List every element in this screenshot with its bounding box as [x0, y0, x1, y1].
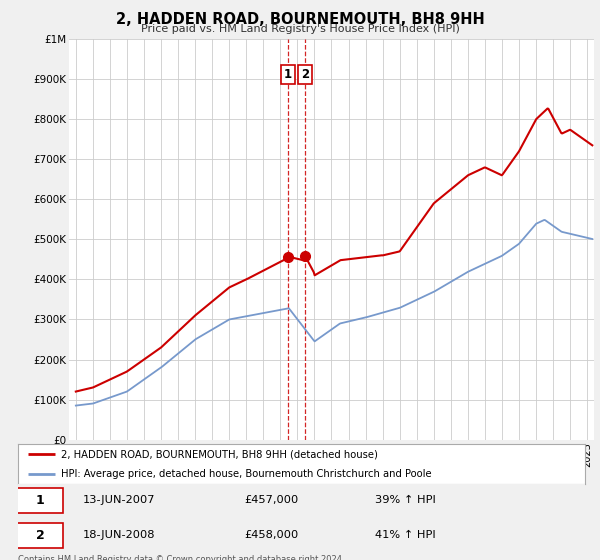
- Text: 2: 2: [301, 68, 310, 81]
- Text: Price paid vs. HM Land Registry's House Price Index (HPI): Price paid vs. HM Land Registry's House …: [140, 24, 460, 34]
- Text: 39% ↑ HPI: 39% ↑ HPI: [375, 496, 436, 505]
- Text: 13-JUN-2007: 13-JUN-2007: [83, 496, 156, 505]
- Text: 2, HADDEN ROAD, BOURNEMOUTH, BH8 9HH (detached house): 2, HADDEN ROAD, BOURNEMOUTH, BH8 9HH (de…: [61, 449, 377, 459]
- Text: 2: 2: [36, 529, 44, 542]
- Text: £458,000: £458,000: [245, 530, 299, 540]
- Text: 18-JUN-2008: 18-JUN-2008: [83, 530, 156, 540]
- Text: 2, HADDEN ROAD, BOURNEMOUTH, BH8 9HH: 2, HADDEN ROAD, BOURNEMOUTH, BH8 9HH: [116, 12, 484, 27]
- FancyBboxPatch shape: [17, 522, 64, 548]
- Text: 1: 1: [284, 68, 292, 81]
- Text: 1: 1: [36, 494, 44, 507]
- Text: 41% ↑ HPI: 41% ↑ HPI: [375, 530, 436, 540]
- Text: HPI: Average price, detached house, Bournemouth Christchurch and Poole: HPI: Average price, detached house, Bour…: [61, 469, 431, 479]
- Text: £457,000: £457,000: [245, 496, 299, 505]
- FancyBboxPatch shape: [17, 488, 64, 513]
- Text: Contains HM Land Registry data © Crown copyright and database right 2024.: Contains HM Land Registry data © Crown c…: [18, 555, 344, 560]
